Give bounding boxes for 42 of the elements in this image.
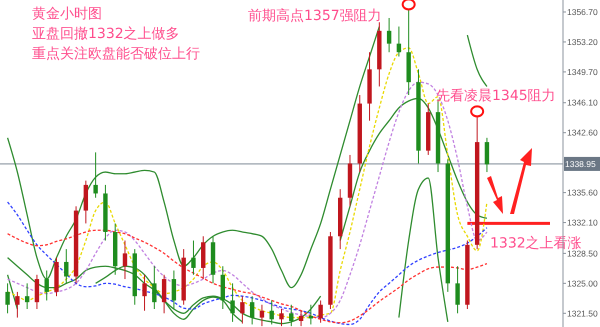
line-series <box>6 201 488 326</box>
candlestick <box>260 304 264 327</box>
annotation: 亚盘回撤1332之上做多 <box>32 26 180 42</box>
ref-line-label: 1338.95 <box>565 158 596 169</box>
candlestick <box>172 270 176 310</box>
candlestick <box>298 310 304 327</box>
candlestick <box>240 296 245 324</box>
candlestick <box>386 17 392 53</box>
y-tick-label: 1356.70 <box>567 6 598 17</box>
y-tick-label: 1328.50 <box>567 248 598 258</box>
candlestick <box>5 282 10 314</box>
y-tick-label: 1349.70 <box>567 66 598 77</box>
candlestick <box>455 266 460 314</box>
candlestick <box>279 308 284 327</box>
candlestick <box>64 248 68 284</box>
candlestick <box>34 274 40 310</box>
annotation: 黄金小时图 <box>32 6 102 22</box>
candlestick <box>396 26 402 57</box>
candlestick <box>270 300 274 325</box>
y-tick-label: 1342.60 <box>567 128 598 138</box>
candlestick <box>250 296 254 325</box>
candlestick <box>191 240 196 276</box>
y-tick-label: 1321.50 <box>567 308 598 318</box>
candlestick <box>15 291 20 318</box>
annotation: 前期高点1357强阻力 <box>248 8 382 24</box>
annotation: 重点关注欧盘能否破位上行 <box>32 46 200 62</box>
y-tick-label: 1335.60 <box>567 188 598 198</box>
candlestick <box>230 282 235 322</box>
candlestick <box>318 300 323 324</box>
y-tick-label: 1332.10 <box>567 218 598 228</box>
candlestick <box>308 304 314 325</box>
candlestick <box>44 270 49 301</box>
y-tick-label: 1325.00 <box>567 278 598 288</box>
line-series <box>6 230 488 324</box>
candlestick <box>289 304 294 327</box>
y-tick-label: 1353.20 <box>567 36 598 47</box>
candlestick <box>24 282 30 310</box>
candlestick <box>152 266 157 310</box>
candlestick <box>162 274 166 314</box>
candlestick <box>484 137 490 173</box>
candlestick <box>93 152 98 198</box>
y-tick-label: 1346.10 <box>567 98 598 108</box>
